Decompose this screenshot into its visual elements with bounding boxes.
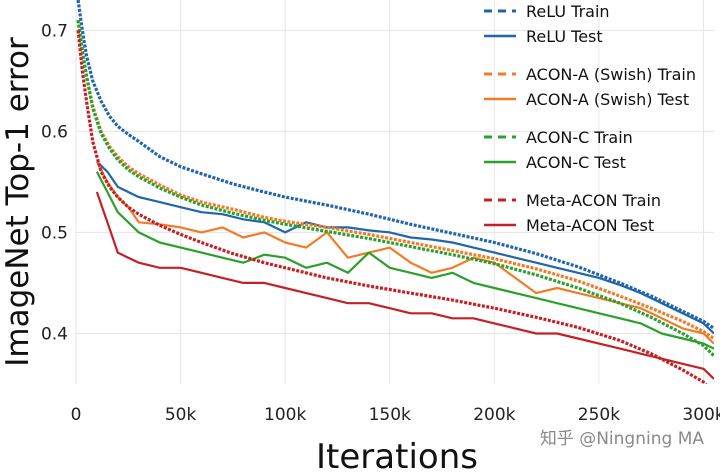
legend-label: ACON-A (Swish) Test: [526, 90, 689, 109]
x-tick-label: 50k: [165, 405, 197, 425]
x-tick-label: 0: [71, 405, 82, 425]
legend-label: ACON-C Train: [526, 128, 633, 147]
legend-label: ACON-A (Swish) Train: [526, 65, 696, 84]
series-line-acon-c-train: [76, 19, 714, 357]
series-line-acon-c-test: [95, 171, 714, 350]
x-tick-label: 250k: [578, 405, 620, 425]
legend-label: Meta-ACON Test: [526, 216, 654, 235]
y-axis-title: ImageNet Top-1 error: [0, 37, 36, 367]
x-tick-label: 200k: [473, 405, 515, 425]
watermark-text: 知乎 @Ningning MA: [540, 429, 705, 449]
legend-label: ACON-C Test: [526, 153, 626, 172]
legend-label: ReLU Test: [526, 27, 603, 46]
y-tick-label: 0.5: [41, 223, 68, 243]
series-line-meta-acon-test: [95, 191, 714, 380]
grid: [75, 0, 714, 384]
series-line-meta-acon-train: [76, 30, 708, 384]
series-line-relu-test: [96, 160, 714, 335]
x-tick-label: 300k: [682, 405, 720, 425]
series-line-acon-a-swish-test: [95, 161, 714, 345]
x-tick-label: 150k: [369, 405, 411, 425]
y-tick-label: 0.6: [41, 122, 68, 142]
legend-label: Meta-ACON Train: [526, 191, 661, 210]
legend: ReLU Train ReLU Test ACON-A (Swish) Train A…: [484, 2, 696, 235]
series-lines: [76, 0, 714, 384]
y-tick-label: 0.4: [41, 324, 68, 344]
x-tick-label: 100k: [264, 405, 306, 425]
x-axis-title: Iterations: [316, 437, 478, 472]
legend-label: ReLU Train: [526, 2, 610, 21]
tick-labels: 0 50k 100k 150k 200k 250k 300k 0.4 0.5 0.6 0.7: [41, 21, 720, 425]
series-line-relu-train: [76, 0, 714, 330]
y-tick-label: 0.7: [41, 21, 68, 41]
